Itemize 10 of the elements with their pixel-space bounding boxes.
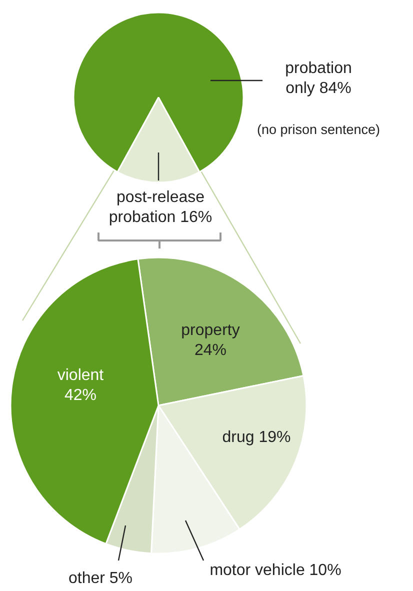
- slice-label: other 5%: [68, 570, 133, 587]
- slice-label: violent: [57, 366, 104, 384]
- data-label: 24%: [194, 342, 227, 360]
- slice-label: probation only 84%: [285, 60, 352, 98]
- slice-label: property: [181, 322, 240, 339]
- slice-label: post-release probation 16%: [108, 188, 212, 226]
- data-label: 42%: [64, 387, 97, 404]
- slice-label: drug 19%: [222, 429, 291, 446]
- text: (no prison sentence): [256, 122, 380, 137]
- slice-label: motor vehicle 10%: [210, 562, 342, 579]
